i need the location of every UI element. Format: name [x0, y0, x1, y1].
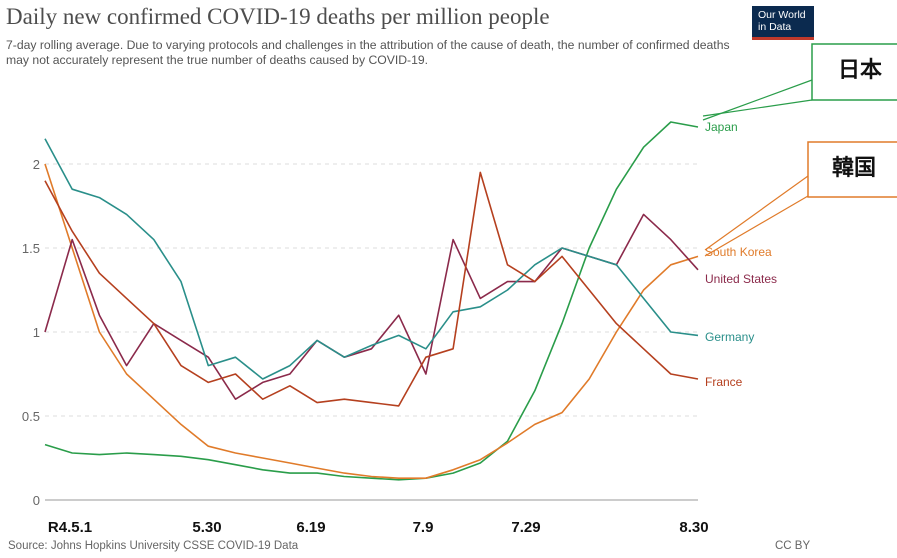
chart-title: Daily new confirmed COVID-19 deaths per … [6, 4, 550, 29]
x-tick-label: 7.29 [511, 519, 540, 536]
y-tick-label: 2 [33, 157, 40, 172]
y-tick-label: 1.5 [22, 241, 40, 256]
logo-line-1: Our World [758, 9, 806, 21]
y-tick-label: 0 [33, 493, 40, 508]
callout-box-korea [807, 141, 897, 198]
y-tick-label: 1 [33, 325, 40, 340]
owid-logo: Our World in Data [752, 6, 814, 40]
callout-label-japan: 日本 [838, 58, 882, 83]
callout-connector [702, 99, 813, 117]
callout-box-japan [811, 43, 897, 101]
y-tick-label: 0.5 [22, 409, 40, 424]
series-end-label: United States [705, 272, 777, 286]
x-tick-label: 7.9 [413, 519, 434, 536]
series-line [44, 138, 699, 380]
license-note: CC BY [775, 540, 811, 552]
series-end-label: France [705, 375, 743, 389]
x-tick-label: 6.19 [296, 519, 325, 536]
logo-line-2: in Data [758, 21, 792, 33]
series-end-label: Japan [705, 120, 738, 134]
series-line [44, 121, 699, 481]
series-line [44, 213, 699, 401]
chart-subtitle: 7-day rolling average. Due to varying pr… [6, 38, 730, 67]
series-line [44, 171, 699, 407]
callout-label-korea: 韓国 [832, 155, 876, 181]
series-end-label: South Korea [705, 245, 772, 259]
callout-connector [704, 175, 809, 251]
x-tick-label: R4.5.1 [48, 519, 92, 536]
x-tick-label: 8.30 [679, 519, 708, 536]
series-end-label: Germany [705, 330, 754, 344]
x-tick-label: 5.30 [192, 519, 221, 536]
series-line [44, 163, 699, 480]
callout-connector [704, 195, 809, 257]
source-note: Source: Johns Hopkins University CSSE CO… [8, 540, 299, 552]
